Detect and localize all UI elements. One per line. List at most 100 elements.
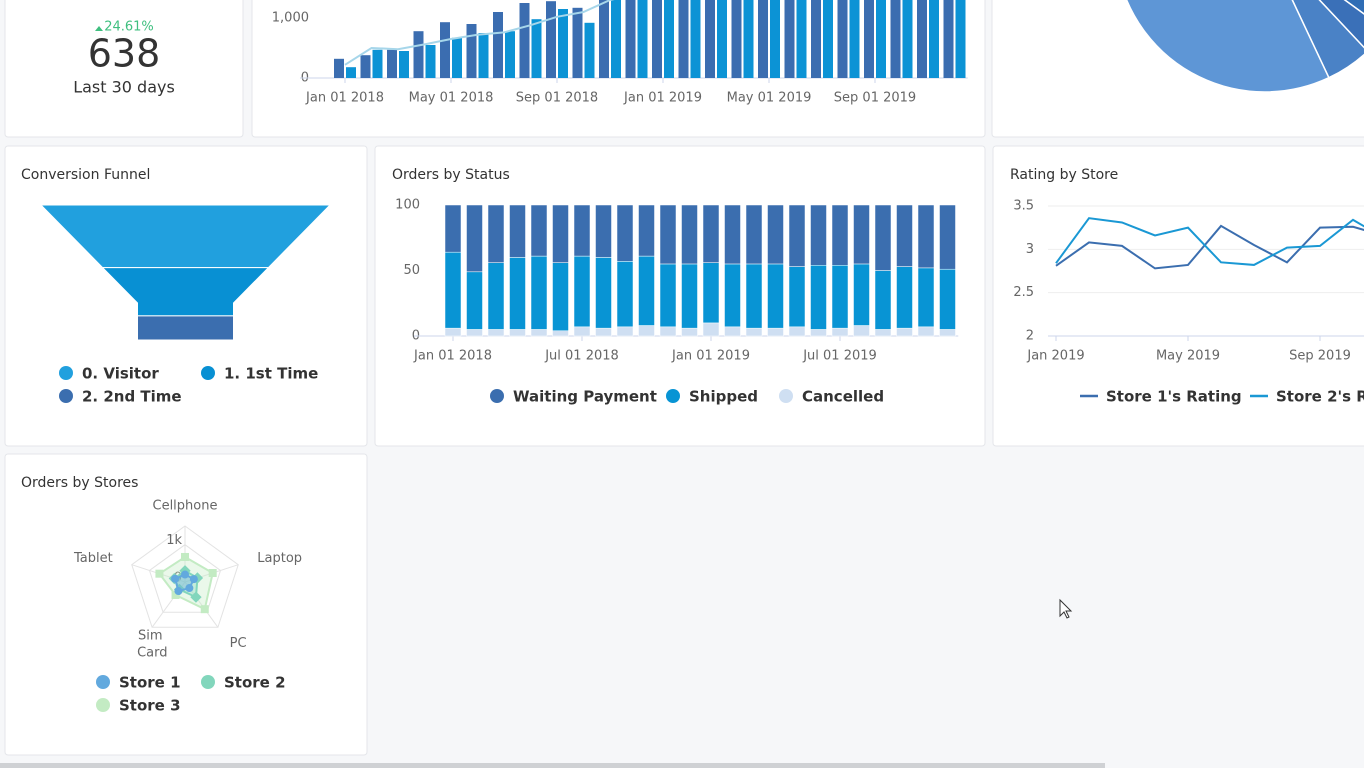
scrollbar[interactable] xyxy=(0,763,1105,768)
bar xyxy=(705,0,715,78)
bar-segment xyxy=(702,204,720,263)
y-tick-label: 1k xyxy=(166,533,182,548)
bar xyxy=(584,22,595,78)
bar xyxy=(664,0,674,78)
bar-segment xyxy=(530,255,548,330)
radar-point xyxy=(171,574,180,583)
bar xyxy=(731,0,742,78)
bar xyxy=(558,9,568,78)
bar xyxy=(864,0,874,78)
bar-segment xyxy=(573,326,591,337)
y-tick-label: 100 xyxy=(395,198,420,213)
bar-segment xyxy=(853,204,870,265)
x-tick-label: Jan 01 2019 xyxy=(623,91,702,106)
axis-label: Cellphone xyxy=(153,499,218,514)
x-tick-label: Jan 01 2019 xyxy=(671,349,750,364)
bar-segment xyxy=(917,204,935,269)
kpi-change: 24.61% xyxy=(104,20,154,35)
bar-segment xyxy=(788,204,806,267)
bar-segment xyxy=(874,329,892,337)
panel xyxy=(4,0,244,138)
x-tick-label: Jan 01 2018 xyxy=(305,91,384,106)
radar-point xyxy=(174,587,183,596)
line xyxy=(1055,224,1364,270)
bar-segment xyxy=(444,327,462,337)
legend-label: 0. Visitor xyxy=(82,365,159,383)
axis-label: Sim Card xyxy=(137,628,167,660)
bar-segment xyxy=(874,270,892,330)
bar xyxy=(425,45,436,78)
bar-segment xyxy=(896,204,913,267)
bar-segment xyxy=(659,263,677,328)
x-tick-label: Jan 2019 xyxy=(1026,349,1084,364)
legend-symbol xyxy=(59,389,73,403)
radar-point xyxy=(208,569,217,578)
y-tick-label: 50 xyxy=(403,263,420,278)
bar xyxy=(690,0,701,78)
bar xyxy=(929,0,939,78)
legend-symbol xyxy=(490,389,504,403)
x-tick-label: May 01 2019 xyxy=(727,91,812,106)
x-tick-label: Jan 01 2018 xyxy=(413,349,492,364)
bar-segment xyxy=(595,257,612,329)
bar xyxy=(372,49,383,78)
bar xyxy=(717,0,727,78)
y-tick-label: 2 xyxy=(1026,329,1034,344)
bar-segment xyxy=(638,204,655,257)
bar-segment xyxy=(509,257,526,330)
bar-segment xyxy=(702,322,720,337)
radar-point xyxy=(185,584,194,593)
bar-segment xyxy=(896,266,913,329)
bar xyxy=(849,0,860,78)
funnel-segment xyxy=(137,315,234,341)
y-tick-label: 3.5 xyxy=(1013,199,1034,214)
axis-label: Laptop xyxy=(257,551,302,566)
bar-segment xyxy=(530,329,548,337)
bar-segment xyxy=(659,326,677,337)
bar xyxy=(493,12,503,78)
y-tick-label: 2.5 xyxy=(1013,285,1034,300)
bar-segment xyxy=(745,263,763,329)
bar-segment xyxy=(788,266,806,328)
bar-segment xyxy=(444,251,462,329)
bar-segment xyxy=(831,204,849,266)
radar-point xyxy=(181,552,189,561)
bar xyxy=(360,55,371,78)
bar-segment xyxy=(487,329,505,337)
bar xyxy=(678,0,689,78)
radar-point xyxy=(155,569,164,578)
bar-segment xyxy=(573,204,591,257)
bar-segment xyxy=(466,204,483,273)
bar-segment xyxy=(681,263,698,329)
legend-label: Waiting Payment xyxy=(513,388,657,406)
pie-slice xyxy=(1318,0,1364,49)
x-tick-label: Jul 01 2018 xyxy=(544,349,619,364)
bar-segment xyxy=(702,262,720,324)
legend-symbol xyxy=(779,389,793,403)
bar-segment xyxy=(724,326,741,337)
bar xyxy=(811,0,821,78)
bar xyxy=(917,0,927,78)
bar-segment xyxy=(552,262,569,332)
y-tick-label: 1,000 xyxy=(272,11,309,26)
bar-segment xyxy=(831,265,849,329)
bar-segment xyxy=(939,268,956,330)
legend-symbol xyxy=(59,366,73,380)
bar xyxy=(876,0,886,78)
bar-segment xyxy=(638,325,655,337)
bar-segment xyxy=(767,327,784,337)
bar xyxy=(466,24,477,78)
bar-segment xyxy=(788,326,806,337)
bar-segment xyxy=(616,261,634,328)
legend-label: Store 2's Rating xyxy=(1276,388,1364,406)
bar-segment xyxy=(573,255,591,328)
radar-point xyxy=(200,605,209,614)
bar-segment xyxy=(509,329,526,337)
up-arrow xyxy=(95,26,103,31)
bar xyxy=(758,0,768,78)
bar xyxy=(531,19,542,78)
bar-segment xyxy=(810,329,827,337)
x-tick-label: Sep 2019 xyxy=(1289,349,1351,364)
